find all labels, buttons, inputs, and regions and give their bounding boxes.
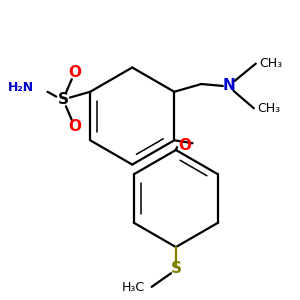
- Text: O: O: [68, 65, 81, 80]
- Text: H₂N: H₂N: [8, 81, 34, 94]
- Text: O: O: [68, 119, 81, 134]
- Text: O: O: [178, 138, 191, 153]
- Text: H₃C: H₃C: [122, 280, 145, 294]
- Text: N: N: [222, 78, 235, 93]
- Text: CH₃: CH₃: [258, 102, 281, 115]
- Text: S: S: [58, 92, 68, 107]
- Text: CH₃: CH₃: [260, 57, 283, 70]
- Text: S: S: [170, 261, 182, 276]
